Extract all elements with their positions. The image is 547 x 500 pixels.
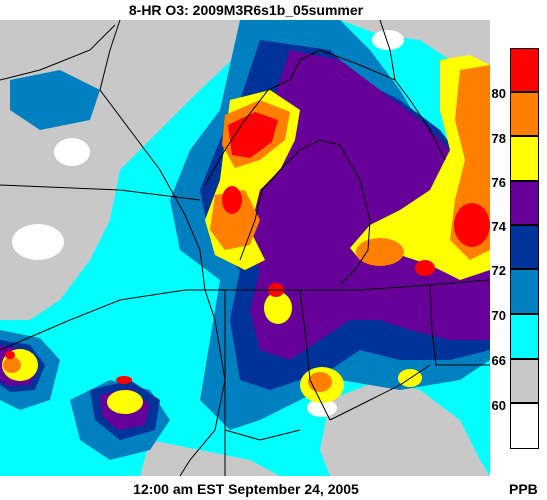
red-spot-mid-1	[222, 186, 242, 214]
state-boundaries	[0, 20, 490, 476]
red-spot-west	[5, 351, 15, 359]
legend-label-78: 78	[491, 131, 506, 146]
orange-region-mid	[210, 190, 260, 250]
blue-72-region-nw	[10, 70, 100, 130]
legend-swatch-white	[510, 403, 539, 449]
legend-swatch-gray	[510, 359, 539, 403]
legend-swatch-yellow	[510, 136, 539, 181]
orange-spot-2	[308, 372, 332, 392]
legend-label-70: 70	[491, 308, 506, 323]
ozone-map	[0, 20, 490, 476]
white-area-1	[12, 224, 64, 260]
unit-label: PPB	[509, 481, 538, 497]
legend-swatch-red	[510, 48, 539, 92]
legend-swatch-cyan	[510, 314, 539, 359]
legend-swatch-purple	[510, 181, 539, 225]
legend-label-66: 66	[491, 353, 506, 368]
orange-spot-1	[356, 238, 404, 266]
white-area-2	[54, 138, 90, 166]
gray-region-south	[140, 440, 280, 476]
timestamp-label: 12:00 am EST September 24, 2005	[133, 481, 359, 497]
legend-swatch-orange	[510, 92, 539, 136]
legend-label-74: 74	[491, 219, 506, 234]
legend-label-80: 80	[491, 86, 506, 101]
ozone-map-svg	[0, 20, 490, 476]
red-region-north	[228, 112, 278, 158]
white-area-3	[307, 399, 337, 417]
legend-label-76: 76	[491, 175, 506, 190]
red-spot-mid-3	[415, 260, 435, 276]
red-spot-sw	[116, 376, 132, 384]
map-title: 8-HR O3: 2009M3R6s1b_05summer	[128, 2, 364, 18]
legend-swatch-navy	[510, 225, 539, 269]
legend-label-60: 60	[491, 398, 506, 413]
yellow-spot-2	[107, 390, 143, 414]
orange-spot-3	[3, 357, 21, 373]
legend-label-72: 72	[491, 263, 506, 278]
legend-swatch-blue	[510, 269, 539, 314]
white-area-4	[372, 30, 404, 50]
yellow-spot-5	[264, 292, 292, 324]
red-spot-east	[454, 203, 490, 247]
